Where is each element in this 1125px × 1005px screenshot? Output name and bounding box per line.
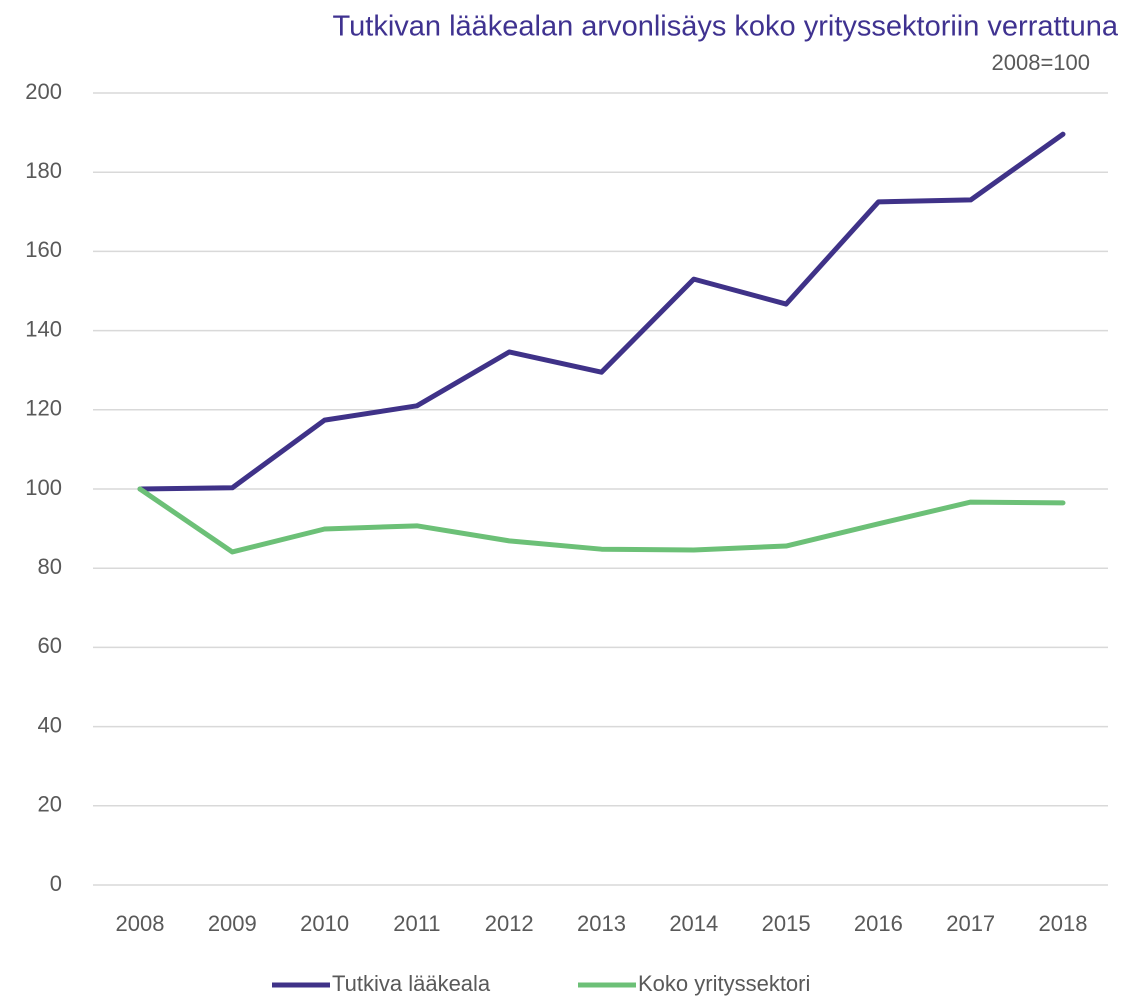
y-tick-label: 140 (25, 316, 62, 341)
legend-label: Koko yrityssektori (638, 971, 810, 996)
y-tick-label: 60 (38, 633, 62, 658)
chart-title: Tutkivan lääkealan arvonlisäys koko yrit… (333, 11, 1119, 43)
y-tick-label: 80 (38, 554, 62, 579)
y-tick-label: 200 (25, 79, 62, 104)
y-tick-label: 160 (25, 237, 62, 262)
x-tick-label: 2015 (762, 911, 811, 936)
chart-subtitle: 2008=100 (992, 50, 1091, 75)
y-tick-label: 100 (25, 475, 62, 500)
x-tick-label: 2009 (208, 911, 257, 936)
x-tick-label: 2008 (116, 911, 165, 936)
x-tick-label: 2010 (300, 911, 349, 936)
x-tick-label: 2013 (577, 911, 626, 936)
x-tick-label: 2016 (854, 911, 903, 936)
x-tick-label: 2017 (946, 911, 995, 936)
y-tick-label: 0 (50, 871, 62, 896)
y-tick-label: 120 (25, 396, 62, 421)
y-tick-label: 180 (25, 158, 62, 183)
x-tick-label: 2011 (393, 911, 440, 936)
y-tick-label: 20 (38, 792, 62, 817)
x-tick-label: 2012 (485, 911, 534, 936)
series-line (137, 486, 1066, 555)
x-tick-label: 2014 (669, 911, 718, 936)
series-line (137, 131, 1066, 492)
y-tick-label: 40 (38, 712, 62, 737)
x-tick-label: 2018 (1039, 911, 1088, 936)
legend-label: Tutkiva lääkeala (332, 971, 491, 996)
